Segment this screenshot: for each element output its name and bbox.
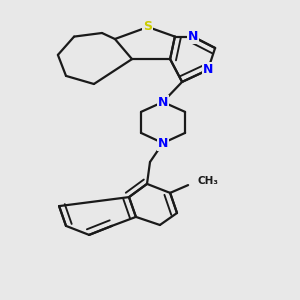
Text: N: N [158,136,168,150]
Text: S: S [143,20,152,34]
Text: N: N [203,63,213,76]
Text: CH₃: CH₃ [197,176,218,186]
Text: N: N [188,30,198,43]
Text: N: N [158,95,168,109]
